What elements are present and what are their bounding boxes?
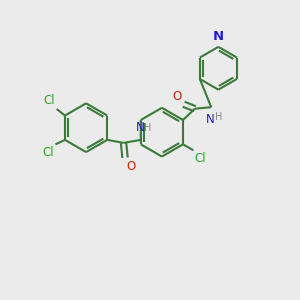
Text: N: N [206,113,215,126]
Text: Cl: Cl [195,152,206,165]
Text: Cl: Cl [44,94,55,107]
Text: O: O [172,90,182,103]
Text: H: H [144,123,152,134]
Text: H: H [215,112,223,122]
Text: N: N [213,30,224,43]
Text: O: O [126,160,136,173]
Text: N: N [136,121,145,134]
Text: Cl: Cl [43,146,54,159]
